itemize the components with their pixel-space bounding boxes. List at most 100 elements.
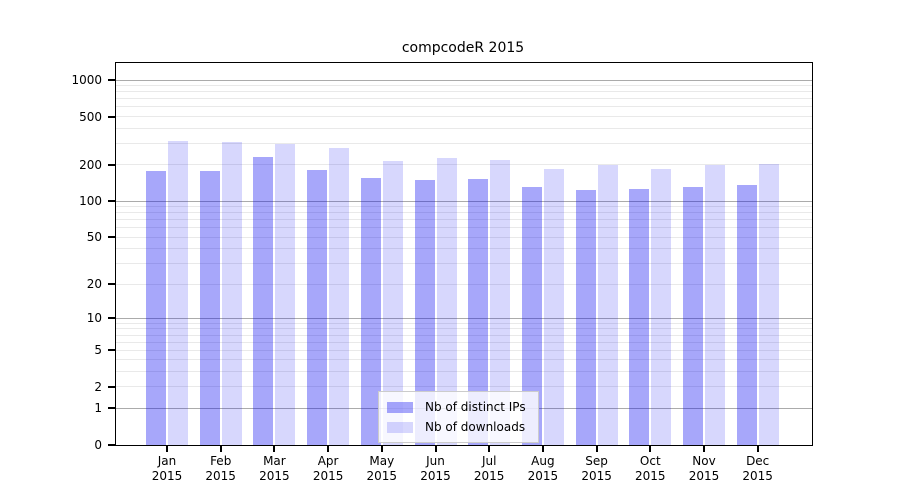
bar-downloads [543,168,564,445]
year-label: 2015 [688,469,720,483]
year-label: 2015 [312,469,344,483]
year-label: 2015 [527,469,559,483]
x-axis-tick [488,445,491,452]
legend-swatch-distinct-ips [387,401,413,413]
gridline [116,248,812,250]
x-axis-tick [219,445,222,452]
gridline [116,200,812,202]
y-axis-tick-label: 0 [94,438,102,452]
x-axis-tick-label: Jan 2015 [137,454,197,484]
gridline [116,219,812,221]
y-axis-tick [108,236,116,239]
gridline [116,359,812,361]
gridline [116,142,812,144]
month-label: May [369,454,395,468]
year-label: 2015 [420,469,451,483]
y-axis-tick [108,317,116,320]
gridline [116,236,812,238]
gridline [116,79,812,81]
year-label: 2015 [205,469,236,483]
gridline [116,341,812,343]
gridline [116,386,812,388]
x-axis-tick-label: Nov 2015 [674,454,734,484]
month-label: Jul [481,454,497,468]
legend-label-distinct-ips: Nb of distinct IPs [425,400,526,414]
x-axis-tick [166,445,168,452]
chart-title: compcodeR 2015 [401,40,525,56]
gridline [116,106,812,108]
year-label: 2015 [635,469,666,483]
x-axis-tick [434,445,437,452]
year-label: 2015 [151,469,183,483]
x-axis-tick [541,445,544,452]
y-axis-tick [108,349,116,352]
x-axis-tick [595,445,598,452]
gridline [116,283,812,285]
y-axis-tick [108,407,116,410]
gridline [116,263,812,265]
x-axis-tick-label: Apr 2015 [298,454,358,484]
bar-distinct-ips [307,169,328,445]
y-axis-tick-label: 1 [94,401,102,416]
month-label: Mar [263,454,286,468]
bar-downloads [275,144,296,445]
year-label: 2015 [581,469,612,483]
gridline [116,334,812,336]
legend-row-distinct-ips: Nb of distinct IPs [387,397,526,417]
x-axis-tick [273,445,276,452]
y-axis-tick-label: 2 [94,379,102,394]
bar-distinct-ips [199,170,220,445]
x-axis-tick [756,445,759,452]
gridline [116,98,812,100]
y-axis-tick-label: 200 [79,157,102,172]
x-axis-tick-label: Feb 2015 [191,454,251,484]
x-axis-tick-label: Jul 2015 [459,454,519,484]
month-label: Apr [317,454,339,468]
bar-distinct-ips [575,190,596,445]
y-axis-tick [108,444,116,446]
legend: Nb of distinct IPs Nb of downloads [378,391,539,443]
x-axis-tick-label: Aug 2015 [513,454,573,484]
gridline [116,212,812,214]
bar-distinct-ips [360,177,381,445]
y-axis-tick [108,385,116,388]
bar-distinct-ips [253,157,274,445]
bar-distinct-ips [414,179,435,445]
bar-downloads [168,140,188,445]
gridline [116,85,812,87]
x-axis-tick [327,445,330,452]
x-axis-tick-label: Sep 2015 [567,454,627,484]
x-axis-tick-label: Jun 2015 [406,454,466,484]
bar-downloads [382,161,403,445]
y-axis-tick [108,200,116,203]
bar-distinct-ips [629,189,650,445]
gridline [116,227,812,229]
month-label: Jan [157,454,177,468]
gridline [116,317,812,319]
y-axis-tick [108,163,116,166]
bar-distinct-ips [521,187,542,445]
bar-distinct-ips [146,170,166,445]
y-axis-tick-label: 100 [79,194,102,209]
gridline [116,349,812,351]
x-axis-tick-label: Mar 2015 [244,454,304,484]
x-axis-tick-label: Dec 2015 [728,454,788,484]
y-axis-tick-label: 5 [94,343,102,358]
month-label: Jun [426,454,445,468]
gridline [116,116,812,118]
y-axis-tick-label: 1000 [71,73,102,87]
gridline [116,206,812,208]
x-axis-tick [703,445,705,452]
bar-downloads [221,141,242,445]
year-label: 2015 [742,469,773,483]
bar-distinct-ips [736,185,757,445]
gridline [116,328,812,330]
bar-downloads [436,158,457,445]
gridline [116,371,812,373]
year-label: 2015 [259,469,290,483]
month-label: Feb [210,454,232,468]
y-axis-tick-label: 20 [86,277,102,292]
month-label: Dec [746,454,770,468]
bar-downloads [705,164,725,445]
